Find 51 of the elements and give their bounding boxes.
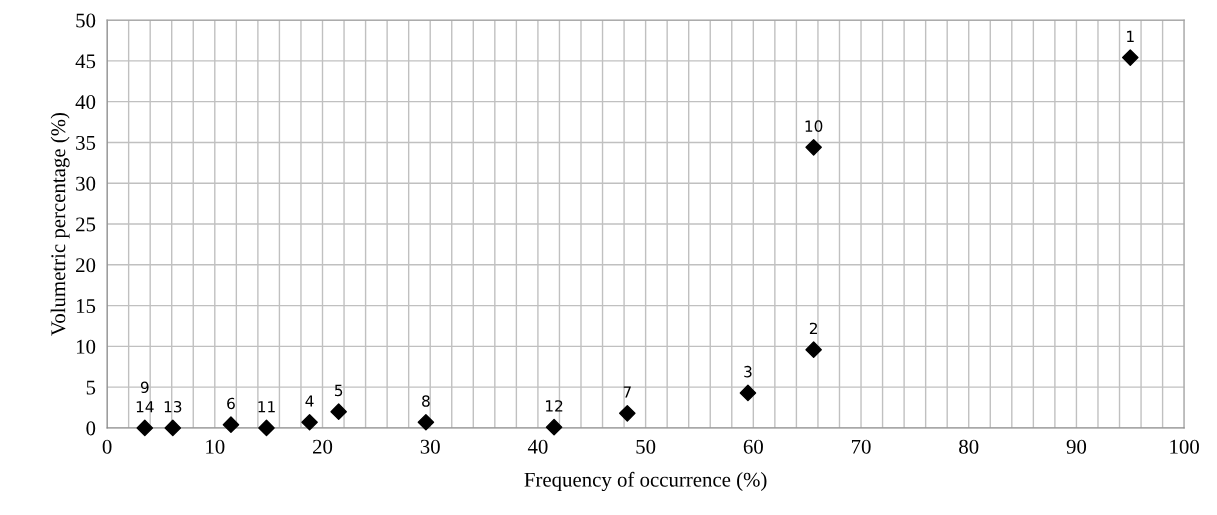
point xyxy=(136,419,154,437)
annotation: 8 xyxy=(422,395,430,407)
point xyxy=(1121,49,1139,66)
x-tick-label: 70 xyxy=(851,439,871,454)
point xyxy=(301,413,318,431)
x-tick-label: 30 xyxy=(420,439,440,454)
y-tick-label: 50 xyxy=(76,13,96,28)
point xyxy=(805,139,822,156)
x-tick-label: 20 xyxy=(313,439,333,454)
x-tick-label: 40 xyxy=(527,439,548,454)
x-tick-label: 0 xyxy=(102,439,112,454)
x-tick-label: 80 xyxy=(959,439,979,454)
annotation: 13 xyxy=(164,400,182,413)
y-tick-label: 25 xyxy=(76,217,96,232)
annotation: 12 xyxy=(546,400,563,412)
point xyxy=(805,341,822,358)
annotation: 14 xyxy=(136,401,154,413)
y-tick-label: 10 xyxy=(76,339,96,354)
point xyxy=(164,419,182,437)
point xyxy=(417,413,435,431)
y-tick-label: 40 xyxy=(75,95,96,110)
annotation: 7 xyxy=(623,386,631,398)
x-axis-title: Frequency of occurrence (%) xyxy=(524,471,767,492)
point xyxy=(545,418,563,436)
y-tick-label: 30 xyxy=(76,176,96,191)
y-tick-label: 15 xyxy=(76,299,96,314)
annotation: 9 xyxy=(140,381,149,394)
annotation: 6 xyxy=(227,397,235,410)
annotation: 2 xyxy=(809,322,817,334)
point xyxy=(258,419,275,437)
x-tick-label: 60 xyxy=(743,439,763,454)
y-tick-label: 35 xyxy=(76,135,96,150)
point xyxy=(739,384,757,402)
y-tick-label: 5 xyxy=(86,380,96,395)
annotation: 5 xyxy=(334,384,343,397)
x-tick-label: 90 xyxy=(1066,439,1087,454)
y-tick-label: 20 xyxy=(76,258,96,273)
x-tick-label: 100 xyxy=(1170,439,1199,454)
y-axis-title: Volumetric percentage (%) xyxy=(50,112,70,336)
point xyxy=(330,403,347,420)
annotation: 10 xyxy=(805,120,823,132)
point xyxy=(619,404,636,422)
x-tick-label: 10 xyxy=(206,439,225,454)
annotation: 3 xyxy=(744,365,752,378)
x-tick-label: 50 xyxy=(636,439,656,454)
annotation: 11 xyxy=(258,401,275,413)
y-tick-label: 45 xyxy=(75,54,96,69)
annotation: 4 xyxy=(305,395,314,407)
point xyxy=(222,416,240,434)
annotation: 1 xyxy=(1127,30,1134,42)
y-tick-label: 0 xyxy=(86,421,96,436)
